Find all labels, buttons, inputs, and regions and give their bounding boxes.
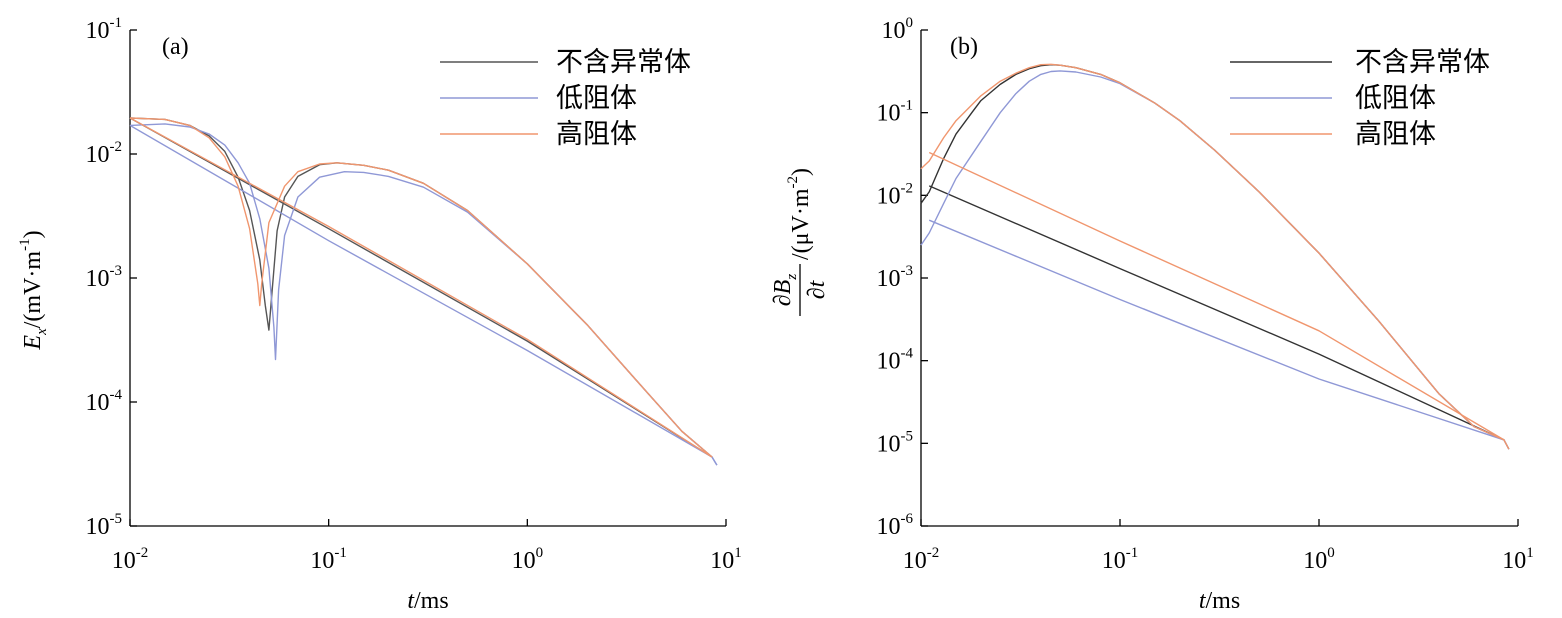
y-tick-label: 10-3 <box>86 263 123 292</box>
x-tick-label: 101 <box>710 545 742 574</box>
series-line-2-0 <box>129 117 713 458</box>
series-line-0-1 <box>129 117 713 458</box>
y-axis-label: ∂Bz∂t /(μV·m-2) <box>770 168 830 316</box>
y-tick-label: 10-6 <box>877 511 914 540</box>
y-label-numerator: ∂Bz <box>770 274 800 307</box>
y-label-denominator: ∂t <box>804 279 830 299</box>
y-tick-label: 10-1 <box>86 15 123 44</box>
x-tick-label: 10-2 <box>903 545 940 574</box>
panel-label: (b) <box>950 34 978 60</box>
panel-label: (a) <box>162 34 189 60</box>
y-tick-label: 10-2 <box>86 139 123 168</box>
series-line-1-1 <box>129 124 718 466</box>
x-tick-label: 10-1 <box>310 545 347 574</box>
legend-label: 低阻体 <box>1355 83 1436 114</box>
x-axis-label: t/ms <box>407 588 448 614</box>
series-line-1-0 <box>129 123 718 466</box>
legend-label: 低阻体 <box>556 83 637 114</box>
y-axis-label: Ex/(mV·m-1) <box>17 230 50 350</box>
y-tick-label: 10-5 <box>877 428 914 457</box>
series-line-2-1 <box>928 151 1505 441</box>
y-tick-label: 10-3 <box>877 263 914 292</box>
x-tick-label: 10-1 <box>1102 545 1139 574</box>
series-line-2-1 <box>129 117 713 458</box>
chart-panel-0: 10-2 10-1 100 101 10-5 10-4 10-3 10-2 10-1 (a) t/m… <box>17 15 742 614</box>
y-tick-label: 10-2 <box>877 180 914 209</box>
legend-label: 不含异常体 <box>1355 47 1490 78</box>
series-line-1-1 <box>928 219 1505 441</box>
x-tick-label: 10-2 <box>112 545 149 574</box>
y-tick-label: 10-5 <box>86 511 123 540</box>
y-tick-label: 10-4 <box>877 346 914 375</box>
legend-label: 高阻体 <box>556 119 637 150</box>
legend-label: 不含异常体 <box>556 47 691 78</box>
x-axis-label: t/ms <box>1199 588 1240 614</box>
chart-panel-1: 10-2 10-1 100 101 10-6 10-5 10-4 10-3 10-2 10-1 10… <box>770 15 1534 614</box>
series-line-0-1 <box>928 185 1505 441</box>
legend-label: 高阻体 <box>1355 119 1436 150</box>
x-tick-label: 100 <box>1303 545 1335 574</box>
y-tick-label: 10-4 <box>86 387 123 416</box>
y-label-unit: /(μV·m-2) <box>785 168 814 260</box>
x-tick-label: 101 <box>1502 545 1534 574</box>
y-tick-label: 10-1 <box>877 98 914 127</box>
x-tick-label: 100 <box>512 545 544 574</box>
series-line-2-0 <box>920 63 1510 450</box>
y-tick-label: 100 <box>882 15 914 44</box>
